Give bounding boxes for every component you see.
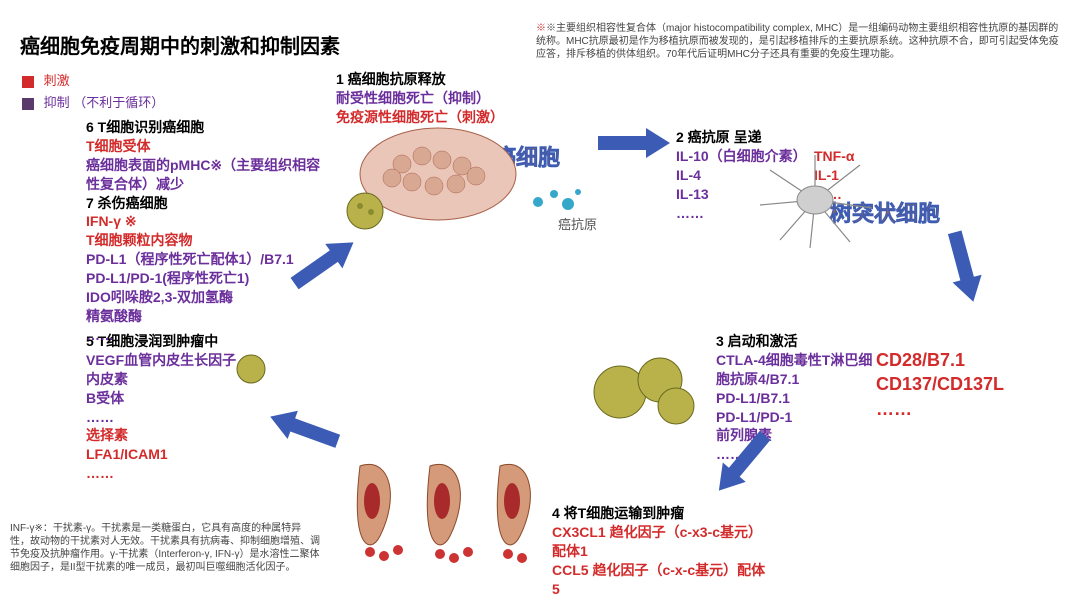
step-line-text: 耐受性细胞死亡（抑制） [336,90,490,106]
legend-inhibit: 抑制 （不利于循环） [22,92,164,111]
step-line-text: 3 启动和激活 [716,333,798,349]
step-line-text: PD-L1/PD-1 [716,409,792,425]
step-3-side-block: CD28/B7.1 CD137/CD137L …… [876,348,1056,421]
step-line: PD-L1/PD-1 [716,408,876,427]
step-line: 精氨酸酶 [86,307,326,326]
legend-stimulate-text: 刺激 [44,73,70,88]
step-line: T细胞颗粒内容物 [86,231,326,250]
step-line: CD137/CD137L [876,372,1056,396]
title-text: 癌细胞免疫周期中的刺激和抑制因素 [20,36,340,58]
step-line-text: PD-L1（程序性死亡配体1）/B7.1 [86,251,294,267]
step-line: …… [876,397,1056,421]
legend-box-inhibit [22,98,34,110]
vessel-image [340,456,550,572]
step-line-text: PD-L1/B7.1 [716,390,790,406]
tcell-image-1 [344,190,386,232]
step-line-text: T细胞受体 [86,138,151,154]
step-line: PD-L1/B7.1 [716,389,876,408]
tcell-image-2 [234,352,268,386]
cycle-arrow [265,403,343,456]
legend-inhibit-text: 抑制 （不利于循环） [44,95,165,110]
step-line: IFN-γ ※ [86,212,326,231]
footnote-mhc-text: ※主要组织相容性复合体（major histocompatibility com… [536,23,1059,60]
step-line: 耐受性细胞死亡（抑制） [336,89,556,108]
step-line-text: CX3CL1 趋化因子（c-x3-c基元）配体1 [552,524,762,559]
step-line-text: CCL5 趋化因子（c-x-c基元）配体5 [552,562,765,597]
step-6-7-block: 6 T细胞识别癌细胞 T细胞受体癌细胞表面的pMHC※（主要组织相容性复合体）减少… [86,118,326,345]
step-line-text: IL-4 [676,167,701,183]
step-line-text: B受体 [86,390,124,406]
step-line: 7 杀伤癌细胞 [86,194,326,213]
step-line-text: …… [876,399,912,419]
step-line: …… [86,464,266,483]
step-line: 癌细胞表面的pMHC※（主要组织相容性复合体）减少 [86,156,326,194]
step-line: 4 将T细胞运输到肿瘤 [552,504,772,523]
label-antigen: 癌抗原 [558,214,597,233]
step-line-text: 4 将T细胞运输到肿瘤 [552,505,684,521]
step-line: …… [86,408,266,427]
footnote-ifn: INF-γ※：干扰素-γ。干扰素是一类糖蛋白，它具有高度的种属特异性，故动物的干… [10,522,320,574]
step-line: 选择素 [86,426,266,445]
cycle-arrow [598,128,670,158]
step-line-text: …… [86,465,114,481]
step-line-text: IFN-γ ※ [86,213,137,229]
step-line: CCL5 趋化因子（c-x-c基元）配体5 [552,561,772,598]
step-line-text: IL-13 [676,186,709,202]
step-line-text: VEGF血管内皮生长因子 [86,352,236,368]
step-line: T细胞受体 [86,137,326,156]
step-line: 3 启动和激活 [716,332,876,351]
step-line-text: CTLA-4细胞毒性T淋巴细胞抗原4/B7.1 [716,352,872,387]
step-line: CD28/B7.1 [876,348,1056,372]
step-line-text: …… [676,205,704,221]
label-antigen-text: 癌抗原 [558,217,597,232]
step-line-text: LFA1/ICAM1 [86,446,168,462]
step-line: IDO吲哚胺2,3-双加氢酶 [86,288,326,307]
step-line: 1 癌细胞抗原释放 [336,70,556,89]
step-line: 2 癌抗原 呈递 [676,128,876,147]
step-line-text: 2 癌抗原 呈递 [676,129,762,145]
step-line: …… [86,326,326,345]
step-line-text: 精氨酸酶 [86,308,142,324]
step-line-text: 选择素 [86,427,128,443]
step-line: 6 T细胞识别癌细胞 [86,118,326,137]
step-line-text: 1 癌细胞抗原释放 [336,71,446,87]
legend-stimulate: 刺激 [22,70,70,89]
step-line: PD-L1（程序性死亡配体1）/B7.1 [86,250,326,269]
legend-box-stimulate [22,76,34,88]
step-line-text: 7 杀伤癌细胞 [86,195,168,211]
cycle-arrow [940,228,988,305]
footnote-ifn-text: INF-γ※：干扰素-γ。干扰素是一类糖蛋白，它具有高度的种属特异性，故动物的干… [10,523,320,573]
step-line-text: IDO吲哚胺2,3-双加氢酶 [86,289,233,305]
step-line: B受体 [86,389,266,408]
step-line-text: PD-L1/PD-1(程序性死亡1) [86,270,249,286]
step-4-block: 4 将T细胞运输到肿瘤 CX3CL1 趋化因子（c-x3-c基元）配体1CCL5 … [552,504,772,598]
step-line-text: 内皮素 [86,371,128,387]
step-line-text: …… [86,409,114,425]
step-line: CTLA-4细胞毒性T淋巴细胞抗原4/B7.1 [716,351,876,389]
page-title: 癌细胞免疫周期中的刺激和抑制因素 [20,30,340,59]
step-line-text: CD28/B7.1 [876,350,965,370]
step-line-text: T细胞颗粒内容物 [86,232,193,248]
step-line-text: 癌细胞表面的pMHC※（主要组织相容性复合体）减少 [86,157,320,192]
step-line-text: 6 T细胞识别癌细胞 [86,119,204,135]
step-line-text: CD137/CD137L [876,374,1004,394]
antigen-dots-image [528,184,584,214]
step-line: LFA1/ICAM1 [86,445,266,464]
step-line-text: …… [86,327,114,343]
priming-image [582,340,710,432]
dendritic-image [750,150,880,250]
footnote-mhc: ※※主要组织相容性复合体（major histocompatibility co… [536,22,1064,61]
step-line: CX3CL1 趋化因子（c-x3-c基元）配体1 [552,523,772,561]
